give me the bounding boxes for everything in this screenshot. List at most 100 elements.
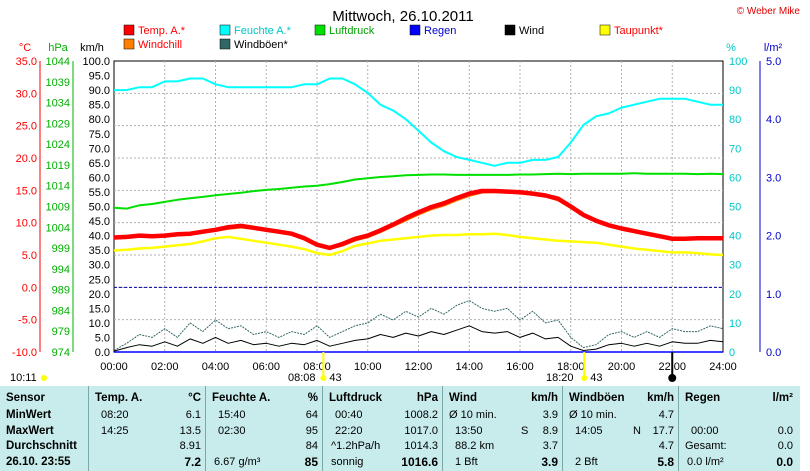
- rain-current: 0.0: [776, 455, 793, 469]
- wind-unit: km/h: [531, 392, 558, 404]
- tick-label-kmh: 90.0: [89, 85, 110, 97]
- tick-label-kmh: 45.0: [89, 216, 110, 228]
- temp-unit: °C: [188, 392, 201, 404]
- tick-label-hpa: 1004: [46, 222, 70, 234]
- wind-avg: 3.7: [542, 440, 558, 452]
- sunset-label: 18:20: [546, 372, 574, 384]
- sunrise-label: 08:08: [288, 372, 316, 384]
- legend-swatch: [314, 24, 326, 36]
- chart-legend: Temp. A.* Windchill Feuchte A.* Luftdruck Re…: [123, 24, 664, 51]
- tick-label-hpa: 1044: [46, 56, 70, 68]
- row-label-min: MinWert: [6, 409, 52, 421]
- rain-max: 0.0: [777, 425, 793, 437]
- pressure-column: Luftdruck hPa 00:40 1008.2 22:20 1017.0 …: [322, 386, 443, 471]
- pressure-unit: hPa: [416, 392, 438, 404]
- credit-label: © Weber Mike: [737, 6, 800, 17]
- pressure-forecast: sonnig: [331, 456, 364, 468]
- tick-label-kmh: 65.0: [89, 158, 110, 170]
- tick-label-kmh: 25.0: [89, 274, 110, 286]
- tick-label-pct: 10: [729, 318, 741, 330]
- pressure-avg: 1014.3: [404, 440, 438, 452]
- tick-label-pct: 100: [729, 56, 747, 68]
- temp-current: 7.2: [184, 455, 201, 469]
- wind-column: Wind km/h Ø 10 min. 3.9 13:50 S 8.9 88.2…: [442, 386, 563, 471]
- tick-label-x: 06:00: [252, 361, 280, 373]
- humidity-absolute: 6.67 g/m³: [214, 456, 261, 468]
- tick-label-hpa: 1019: [46, 160, 70, 172]
- rain-column: Regen l/m² 00:00 0.0 Gesamt: 0.0 0.0 l/m…: [678, 386, 801, 471]
- sunrise-end-label: 43: [329, 372, 341, 384]
- humidity-min: 64: [305, 409, 318, 421]
- pressure-trend: ^1.2hPa/h: [331, 440, 381, 452]
- humidity-header: Feuchte A.: [212, 392, 271, 404]
- tick-label-hpa: 1024: [46, 139, 70, 151]
- sun-icon: [41, 375, 47, 381]
- tick-label-temp: 10.0: [16, 218, 37, 230]
- tick-label-x: 00:00: [100, 361, 128, 373]
- tick-label-hpa: 999: [52, 243, 70, 255]
- sensor-column: Sensor MinWert MaxWert Durchschnitt 26.1…: [0, 386, 88, 471]
- tick-label-temp: -10.0: [12, 347, 37, 359]
- tick-label-kmh: 95.0: [89, 71, 110, 83]
- gust-max: 17.7: [652, 425, 674, 437]
- legend-swatch: [504, 24, 516, 36]
- tick-label-pct: 50: [729, 202, 741, 214]
- gust-unit: km/h: [647, 392, 674, 404]
- tick-label-rain: 1.0: [766, 289, 781, 301]
- tick-label-kmh: 85.0: [89, 100, 110, 112]
- tick-label-kmh: 15.0: [89, 303, 110, 315]
- series-line-taupunkt: [113, 232, 724, 257]
- rain-unit: l/m²: [772, 392, 793, 404]
- tick-label-hpa: 979: [52, 326, 70, 338]
- temp-max-time: 14:25: [101, 425, 129, 437]
- wind-current: 3.9: [541, 455, 558, 469]
- legend-label: Temp. A.*: [138, 25, 186, 37]
- tick-label-temp: 0.0: [22, 282, 37, 294]
- tick-label-kmh: 5.0: [95, 332, 110, 344]
- row-label-current: 26.10. 23:55: [6, 456, 71, 468]
- tick-label-x: 10:00: [354, 361, 382, 373]
- legend-label: Feuchte A.*: [234, 25, 292, 37]
- temp-column: Temp. A. °C 08:20 6.1 14:25 13.5 8.91 7.…: [88, 386, 206, 471]
- tick-label-rain: 2.0: [766, 231, 781, 243]
- legend-swatch: [599, 24, 611, 36]
- tick-label-pct: 60: [729, 172, 741, 184]
- humidity-unit: %: [307, 392, 318, 404]
- tick-label-pct: 40: [729, 231, 741, 243]
- rain-total: 0.0: [777, 440, 793, 452]
- wind-beaufort: 1 Bft: [455, 456, 478, 468]
- sunset-icon: [581, 375, 588, 381]
- tick-label-kmh: 20.0: [89, 289, 110, 301]
- sunset-end-label: 43: [590, 372, 602, 384]
- legend-label: Taupunkt*: [614, 25, 664, 37]
- tick-label-hpa: 1034: [46, 98, 70, 110]
- tick-label-pct: 30: [729, 260, 741, 272]
- tick-label-temp: 20.0: [16, 153, 37, 165]
- gust-max-direction: N: [633, 425, 641, 437]
- pressure-current: 1016.6: [401, 455, 438, 469]
- tick-label-pct: 20: [729, 289, 741, 301]
- rain-header: Regen: [685, 392, 721, 404]
- axis-label-hpa: hPa: [48, 42, 68, 54]
- tick-label-kmh: 50.0: [89, 202, 110, 214]
- series-line-temp-a: [113, 188, 723, 251]
- tick-label-kmh: 10.0: [89, 318, 110, 330]
- tick-label-pct: 70: [729, 143, 741, 155]
- humidity-max-time: 02:30: [218, 425, 246, 437]
- tick-label-temp: 35.0: [16, 56, 37, 68]
- day-length-label: 10:11: [10, 372, 37, 384]
- tick-label-x: 16:00: [506, 361, 534, 373]
- tick-label-hpa: 994: [52, 264, 70, 276]
- tick-label-kmh: 55.0: [89, 187, 110, 199]
- tick-label-temp: 30.0: [16, 88, 37, 100]
- humidity-min-time: 15:40: [218, 409, 246, 421]
- series-line-wind: [113, 325, 724, 352]
- gust-current: 5.8: [657, 455, 674, 469]
- tick-label-hpa: 989: [52, 285, 70, 297]
- row-label-max: MaxWert: [6, 425, 54, 437]
- tick-label-rain: 5.0: [766, 56, 781, 68]
- humidity-current: 85: [304, 455, 318, 469]
- chart-series: [113, 77, 724, 353]
- tick-label-hpa: 1029: [46, 118, 70, 130]
- wind-distance: 88.2 km: [455, 440, 495, 452]
